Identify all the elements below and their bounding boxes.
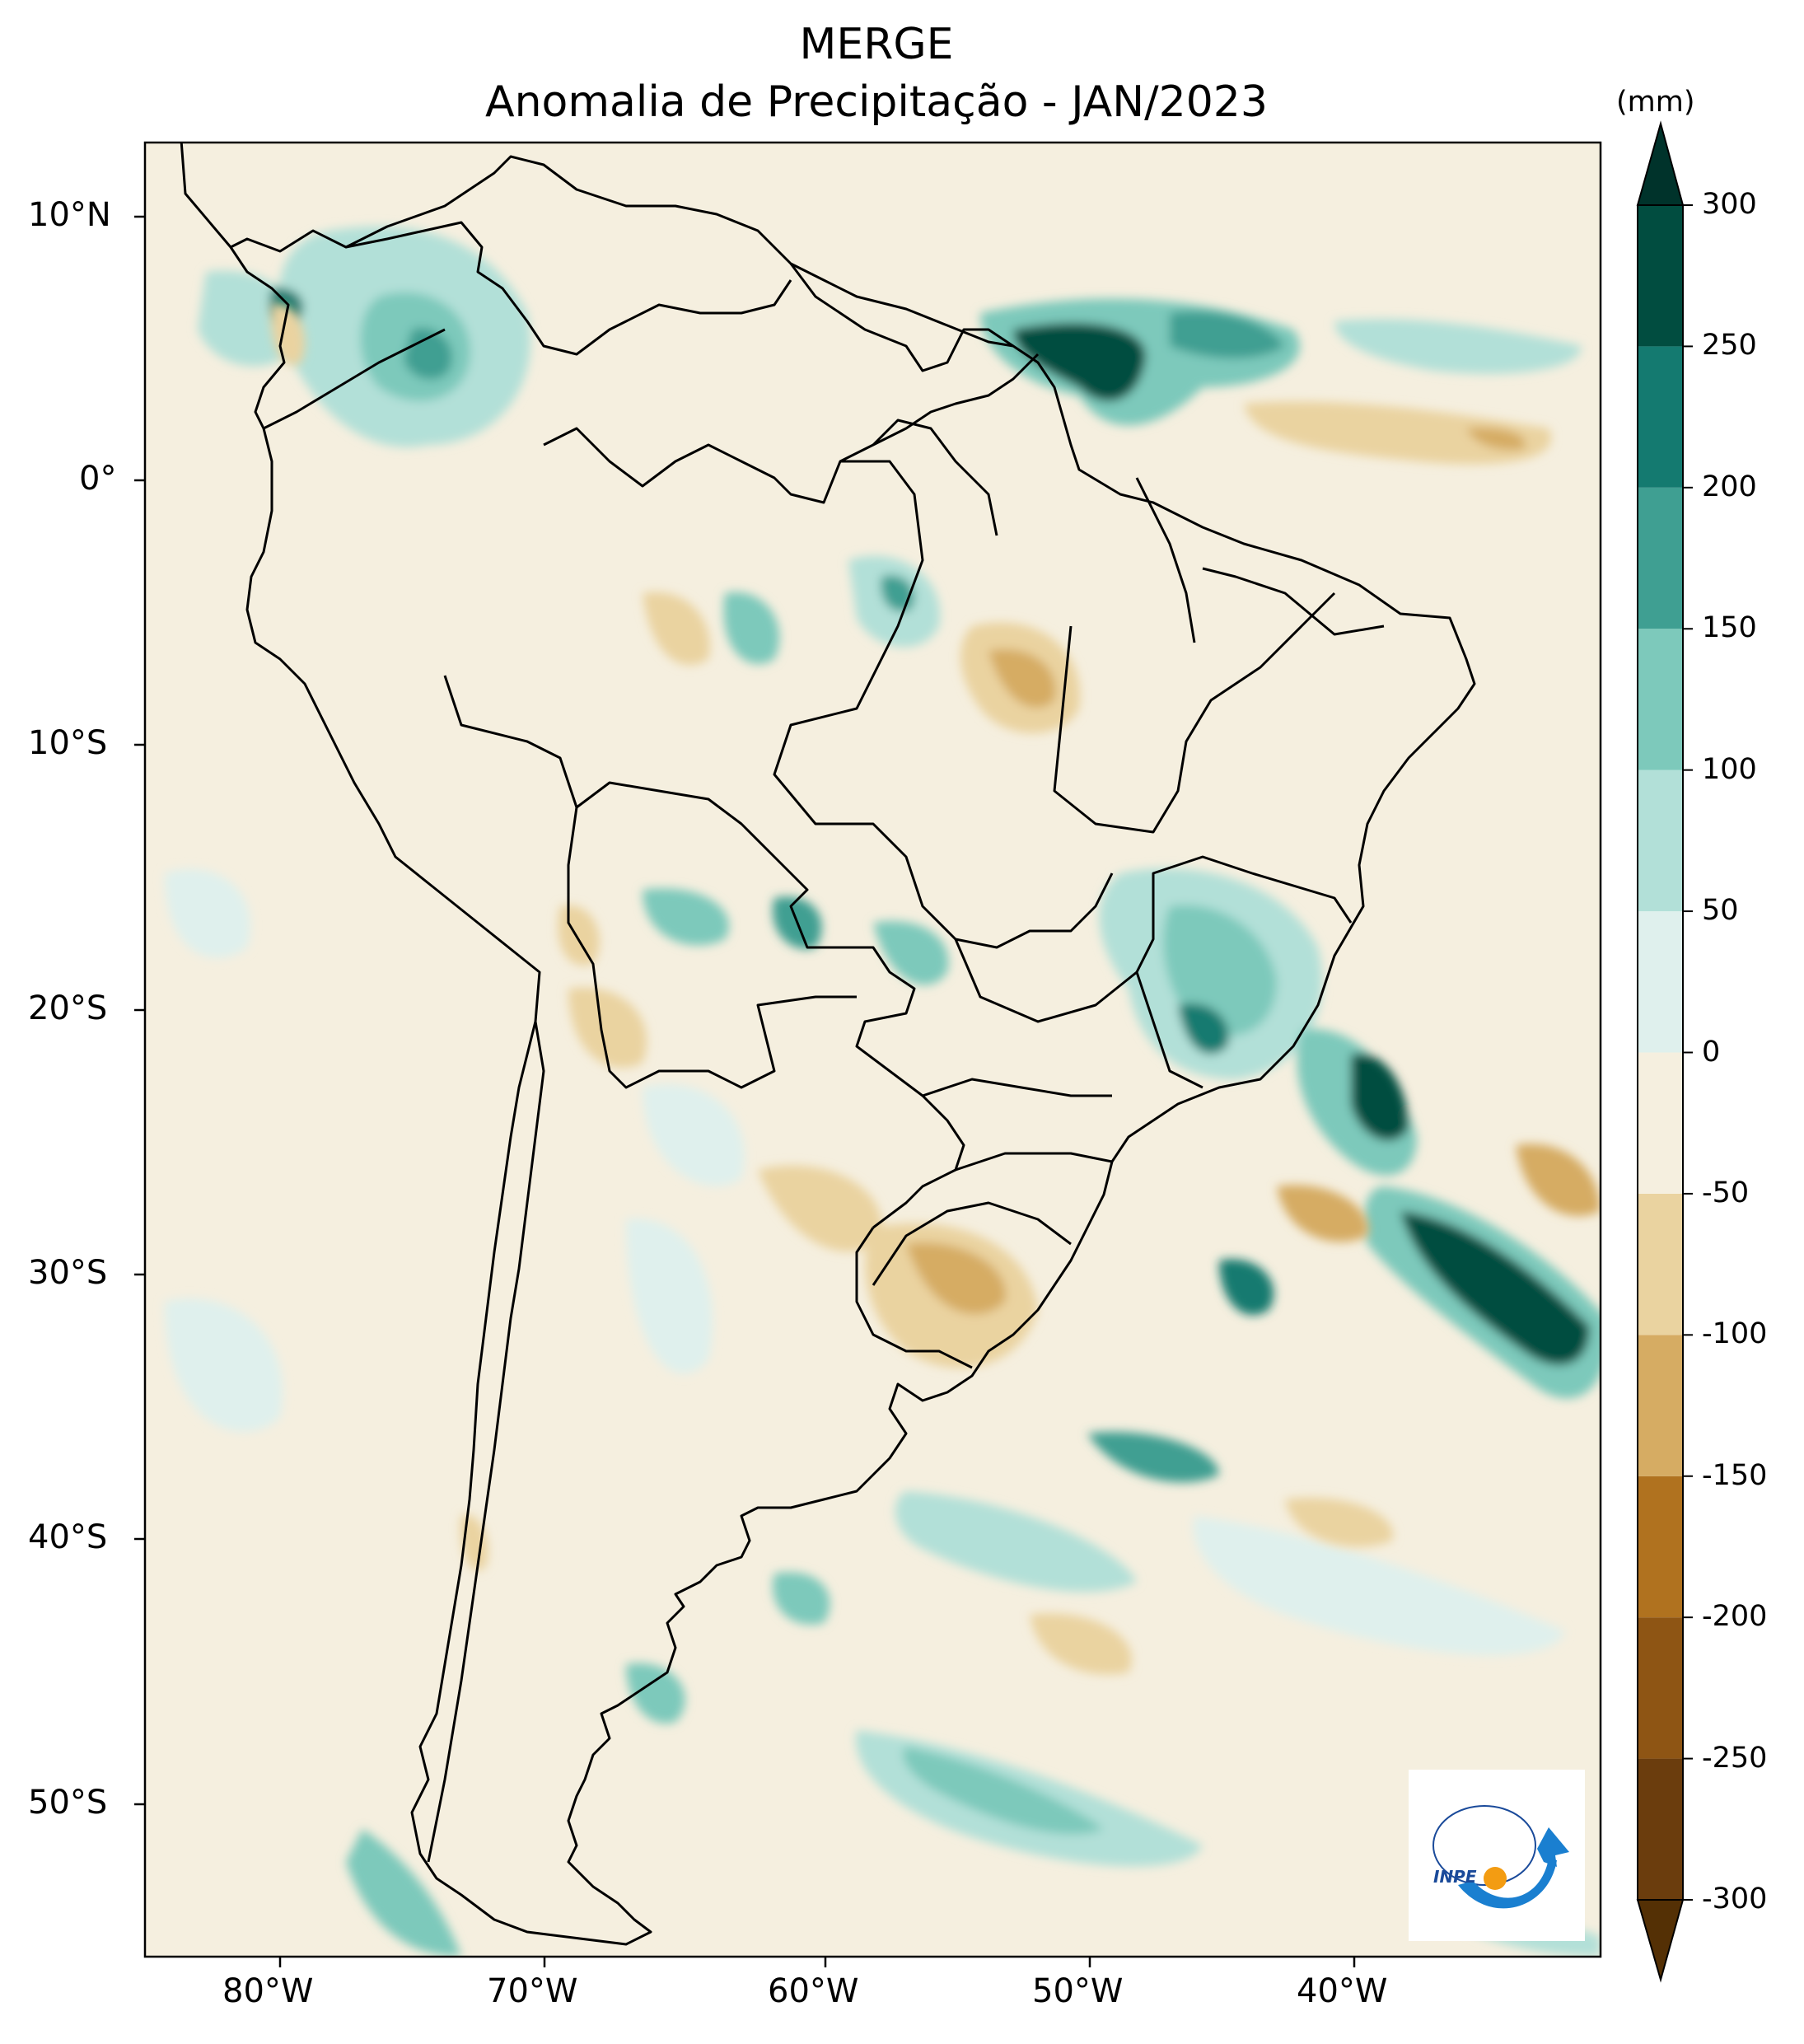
border-brazil-states-a <box>773 460 1114 949</box>
colorbar-segment <box>1638 205 1683 347</box>
border-ecuador-peru <box>263 328 446 430</box>
lon-tick-marks <box>278 1957 1356 1967</box>
colorbar-label: 300 <box>1702 188 1757 221</box>
lat-label-50s: 50°S <box>28 1784 108 1822</box>
lon-label-60w: 60°W <box>768 1972 859 2010</box>
lat-label-10n: 10°N <box>28 196 111 234</box>
colorbar-segment <box>1638 1052 1683 1194</box>
colorbar-label: -150 <box>1702 1458 1768 1492</box>
lat-tick-marks <box>134 215 145 1806</box>
colorbar-label: 200 <box>1702 470 1757 503</box>
border-guianas <box>789 263 1014 372</box>
border-brazil-states-f <box>922 1078 1112 1097</box>
border-argentina-uruguay <box>855 1227 973 1369</box>
border-brazil-states-b <box>1053 592 1336 834</box>
lat-label-10s: 10°S <box>28 724 108 762</box>
border-uruguay-brazil <box>872 1201 1072 1286</box>
colorbar <box>1638 204 1693 1901</box>
border-brazil-states-i <box>872 419 998 536</box>
colorbar-frame <box>1637 204 1684 1901</box>
border-bolivia-paraguay <box>567 807 857 1089</box>
colorbar-segment <box>1638 1758 1683 1900</box>
inpe-logo-mark <box>1432 1805 1569 1909</box>
colorbar-label: -200 <box>1702 1600 1768 1634</box>
colorbar-segment <box>1638 629 1683 770</box>
colorbar-segment <box>1638 911 1683 1053</box>
colorbar-label: -300 <box>1702 1883 1768 1915</box>
colorbar-label: -100 <box>1702 1317 1768 1351</box>
lon-label-40w: 40°W <box>1297 1972 1388 2010</box>
colorbar-segment <box>1638 1476 1683 1618</box>
lon-label-70w: 70°W <box>487 1972 578 2010</box>
colorbar-segment <box>1638 1617 1683 1759</box>
border-brazil-north <box>543 353 1040 504</box>
lat-label-0: 0° <box>79 460 117 498</box>
colorbar-label: 0 <box>1702 1035 1721 1069</box>
border-brazil-states-h <box>1135 477 1196 643</box>
lon-label-80w: 80°W <box>222 1972 314 2010</box>
border-colombia-venezuela <box>345 221 792 356</box>
border-brazil-states-d <box>1135 971 1203 1089</box>
coastlines-and-borders <box>180 143 1476 1946</box>
colorbar-label: 100 <box>1702 752 1757 786</box>
border-argentina-chile <box>427 1021 545 1863</box>
border-brazil-states-c <box>954 855 1353 1023</box>
colorbar-label: 50 <box>1702 894 1739 928</box>
colorbar-over-arrow <box>1636 120 1685 206</box>
inpe-logo-text: INPE <box>1433 1867 1477 1887</box>
border-brazil-peru-bolivia <box>443 675 965 1229</box>
dry-anomaly-regions <box>271 303 1601 1675</box>
inpe-logo: INPE <box>1409 1770 1585 1941</box>
colorbar-under-arrow <box>1636 1899 1685 1983</box>
colorbar-label: -250 <box>1702 1741 1768 1775</box>
lat-label-40s: 40°S <box>28 1518 108 1556</box>
colorbar-segment <box>1638 346 1683 488</box>
colorbar-label: 150 <box>1702 611 1757 645</box>
colorbar-label: 250 <box>1702 329 1757 362</box>
colorbar-segment <box>1638 769 1683 912</box>
colorbar-segment <box>1638 487 1683 629</box>
lat-label-30s: 30°S <box>28 1254 108 1292</box>
map-subtitle: Anomalia de Precipitação - JAN/2023 <box>485 77 1268 127</box>
colorbar-segment <box>1638 1193 1683 1335</box>
lon-label-50w: 50°W <box>1032 1972 1124 2010</box>
colorbar-label: -50 <box>1702 1176 1750 1209</box>
border-brazil-states-g <box>1202 567 1385 636</box>
wet-anomaly-regions <box>165 226 1601 1957</box>
colorbar-unit: (mm) <box>1616 86 1695 119</box>
border-brazil-states-e <box>955 1152 1113 1172</box>
colorbar-segment <box>1638 1335 1683 1476</box>
south-america-coastline <box>180 143 1476 1946</box>
map-title: MERGE <box>799 20 954 69</box>
lat-label-20s: 20°S <box>28 989 108 1027</box>
map-frame <box>143 141 1602 1958</box>
